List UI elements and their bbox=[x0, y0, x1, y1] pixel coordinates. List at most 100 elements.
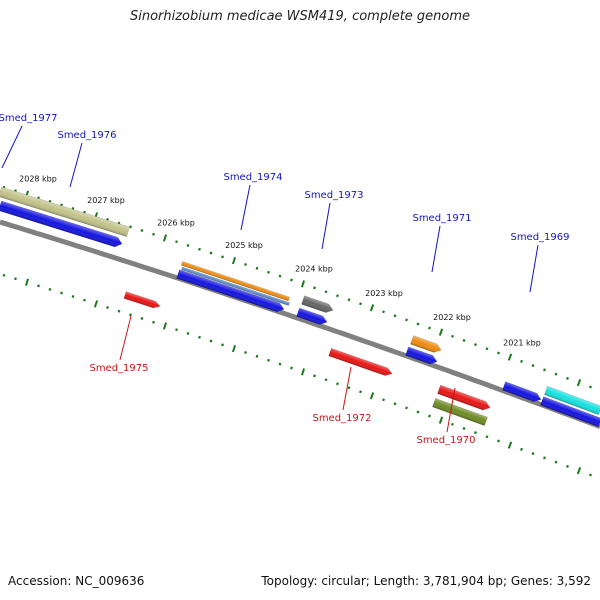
feature-red[interactable] bbox=[328, 348, 394, 377]
ruler-tick bbox=[324, 378, 328, 382]
ruler-tick bbox=[175, 240, 178, 244]
accession-text: Accession: NC_009636 bbox=[8, 574, 145, 588]
ruler-tick bbox=[162, 322, 168, 330]
gene-label[interactable]: Smed_1975 bbox=[89, 363, 148, 374]
ruler-tick bbox=[313, 374, 316, 378]
ruler-tick bbox=[507, 353, 513, 361]
feature-red[interactable] bbox=[437, 384, 491, 412]
ruler-tick bbox=[93, 300, 99, 308]
ruler-tick bbox=[543, 456, 546, 460]
ruler-tick bbox=[152, 232, 155, 236]
gene-label[interactable]: Smed_1973 bbox=[304, 190, 363, 201]
ruler-tick bbox=[14, 277, 17, 281]
feature-orange[interactable] bbox=[181, 261, 290, 302]
gene-label[interactable]: Smed_1972 bbox=[312, 413, 371, 424]
feature-blue[interactable] bbox=[0, 200, 123, 249]
ruler-tick bbox=[162, 234, 168, 242]
ruler-tick bbox=[209, 251, 213, 255]
gene-label[interactable]: Smed_1971 bbox=[412, 213, 471, 224]
ruler-tick bbox=[25, 278, 29, 286]
feature-cyan[interactable] bbox=[544, 385, 600, 416]
gene-label[interactable]: Smed_1976 bbox=[57, 130, 116, 141]
ruler-tick-label: 2022 kbp bbox=[433, 313, 471, 322]
ruler-tick bbox=[474, 431, 477, 435]
callout-leader-line bbox=[240, 184, 251, 231]
feature-steel[interactable] bbox=[181, 266, 290, 306]
ruler-tick bbox=[497, 351, 500, 355]
ruler-tick bbox=[451, 422, 454, 426]
ruler-tick bbox=[37, 284, 40, 288]
ruler-tick bbox=[209, 339, 213, 343]
callout-leader-line bbox=[342, 366, 352, 411]
ruler-tick-label: 2027 kbp bbox=[87, 196, 125, 205]
ruler-tick bbox=[576, 379, 582, 387]
ruler-tick bbox=[576, 467, 582, 475]
feature-orange[interactable] bbox=[410, 335, 442, 355]
feature-blue[interactable] bbox=[296, 307, 329, 326]
ruler-tick bbox=[117, 309, 121, 313]
ruler-tick bbox=[485, 435, 489, 439]
ruler-tick-label: 2021 kbp bbox=[503, 339, 541, 348]
ruler-tick-label: 2023 kbp bbox=[365, 289, 403, 298]
ruler-tick bbox=[520, 359, 523, 363]
ruler-tick bbox=[462, 426, 466, 430]
ruler-tick bbox=[497, 439, 500, 443]
ruler-tick bbox=[393, 402, 397, 406]
ruler-tick-label: 2028 kbp bbox=[19, 175, 57, 184]
ruler-tick-label: 2024 kbp bbox=[295, 265, 333, 274]
topology-text: Topology: circular; Length: 3,781,904 bp… bbox=[261, 574, 591, 588]
feature-blue[interactable] bbox=[405, 346, 438, 366]
ruler-tick bbox=[428, 414, 431, 418]
ruler-tick bbox=[336, 294, 339, 298]
ruler-tick bbox=[300, 368, 306, 376]
ruler-tick bbox=[416, 410, 420, 414]
ruler-tick bbox=[543, 368, 546, 372]
ruler-tick bbox=[382, 310, 385, 314]
ruler-tick bbox=[369, 392, 375, 400]
ruler-tick bbox=[152, 320, 155, 324]
ruler-tick-label: 2026 kbp bbox=[157, 219, 195, 228]
callout-leader-line bbox=[69, 142, 83, 188]
ruler-tick bbox=[369, 304, 375, 312]
ruler-tick bbox=[140, 317, 144, 321]
ruler-tick bbox=[554, 372, 558, 376]
ruler-tick bbox=[566, 464, 569, 468]
ruler-tick bbox=[255, 354, 259, 358]
callout-leader-line bbox=[529, 244, 539, 293]
feature-khaki[interactable] bbox=[0, 186, 130, 237]
ruler-tick bbox=[2, 273, 6, 277]
gene-label[interactable]: Smed_1974 bbox=[223, 172, 282, 183]
ruler-tick bbox=[589, 385, 592, 389]
ruler-tick bbox=[405, 318, 408, 322]
gene-label[interactable]: Smed_1977 bbox=[0, 113, 58, 124]
ruler-tick bbox=[428, 326, 431, 330]
ruler-tick bbox=[438, 328, 444, 336]
ruler-tick bbox=[48, 287, 52, 291]
gene-callouts: Smed_1977 Smed_1976 Smed_1975 Smed_1974 Smed… bbox=[0, 113, 570, 446]
ruler-tick bbox=[451, 334, 454, 338]
ruler-tick bbox=[324, 290, 328, 294]
ruler-ticks-outer bbox=[2, 185, 592, 389]
gene-label[interactable]: Smed_1970 bbox=[416, 435, 475, 446]
gene-label[interactable]: Smed_1969 bbox=[510, 232, 569, 243]
ruler-tick-label: 2025 kbp bbox=[225, 241, 263, 250]
ruler-tick bbox=[267, 270, 270, 274]
ruler-tick bbox=[405, 406, 408, 410]
feature-olive[interactable] bbox=[432, 398, 488, 426]
ruler-tick-labels: 2028 kbp 2027 kbp 2026 kbp 2025 kbp 2024 kbp… bbox=[19, 175, 541, 348]
gene-features bbox=[0, 186, 600, 428]
feature-blue[interactable] bbox=[176, 269, 286, 314]
feature-blue[interactable] bbox=[540, 396, 600, 428]
ruler-tick bbox=[244, 263, 247, 266]
feature-red[interactable] bbox=[123, 291, 161, 310]
ruler-tick bbox=[485, 347, 489, 351]
feature-blue[interactable] bbox=[502, 381, 542, 404]
feature-gray[interactable] bbox=[301, 295, 335, 315]
ruler-tick bbox=[347, 386, 351, 390]
ruler-tick bbox=[507, 441, 513, 449]
ruler-tick bbox=[255, 266, 259, 270]
ruler-tick bbox=[336, 382, 339, 386]
ruler-tick bbox=[129, 225, 132, 229]
ruler-tick bbox=[186, 331, 190, 335]
